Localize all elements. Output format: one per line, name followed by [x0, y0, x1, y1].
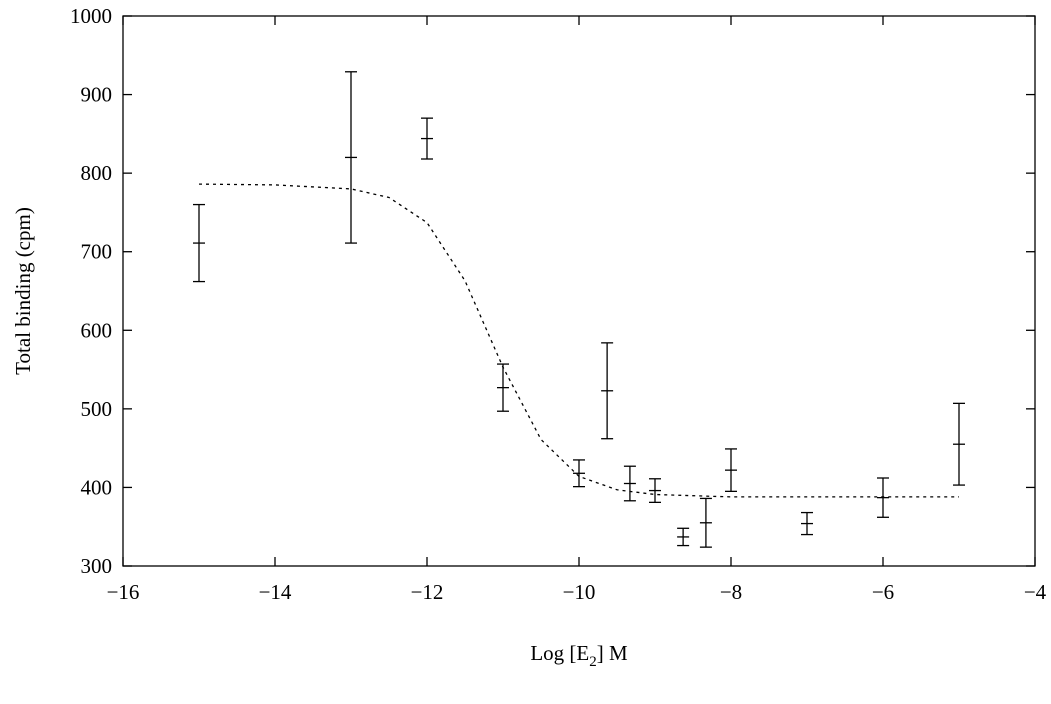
y-tick-label: 300	[81, 554, 113, 578]
x-tick-label: −8	[720, 580, 742, 604]
y-tick-label: 600	[81, 318, 113, 342]
y-tick-label: 700	[81, 240, 113, 264]
y-tick-label: 800	[81, 161, 113, 185]
y-tick-label: 500	[81, 397, 113, 421]
y-tick-label: 900	[81, 83, 113, 107]
x-axis-label: Log [E2] M	[530, 641, 628, 670]
x-tick-label: −14	[259, 580, 292, 604]
x-tick-label: −12	[411, 580, 444, 604]
x-tick-label: −16	[107, 580, 140, 604]
fit-curve	[198, 183, 959, 498]
x-tick-label: −6	[872, 580, 894, 604]
y-tick-label: 1000	[70, 4, 112, 28]
x-label-sub: 2	[589, 654, 597, 670]
x-label-part: Log [E	[530, 641, 589, 665]
y-tick-label: 400	[81, 475, 113, 499]
x-tick-label: −10	[563, 580, 596, 604]
x-tick-label: −4	[1024, 580, 1047, 604]
y-axis-label: Total binding (cpm)	[11, 207, 35, 375]
x-label-part: ] M	[597, 641, 628, 665]
